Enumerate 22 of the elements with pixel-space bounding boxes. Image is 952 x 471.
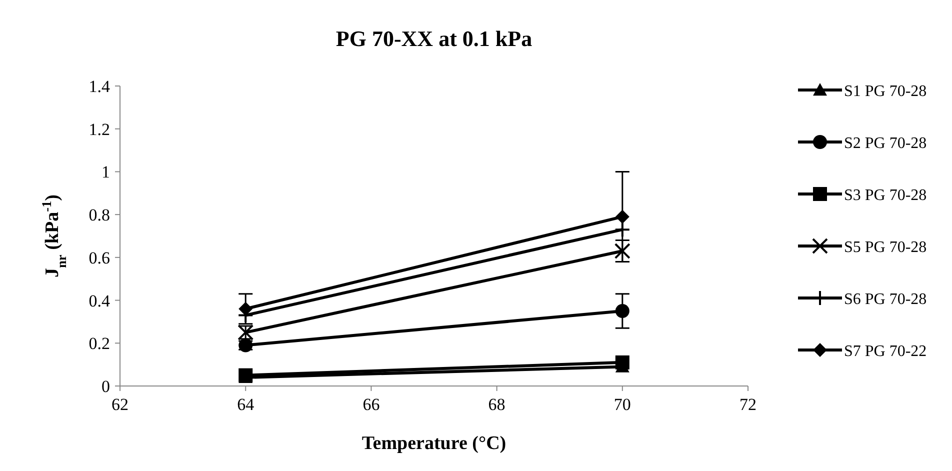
y-tick-label: 0.2	[88, 334, 110, 354]
y-tick-label: 0.4	[88, 291, 110, 310]
x-tick-label: 72	[740, 395, 756, 414]
x-tick-label: 64	[237, 395, 255, 414]
y-tick-label: 0.8	[88, 206, 110, 225]
legend-label: S1 PG 70-28	[844, 83, 927, 100]
chart-title: PG 70-XX at 0.1 kPa	[336, 26, 532, 51]
x-tick-label: 66	[362, 395, 380, 414]
x-tick-label: 62	[112, 395, 128, 414]
legend-label: S6 PG 70-28	[844, 291, 927, 308]
x-tick-label: 68	[488, 395, 506, 414]
legend-label: S7 PG 70-22	[844, 343, 927, 360]
y-tick-label: 0.6	[88, 248, 110, 268]
y-tick-label: 1.2	[88, 120, 110, 139]
y-tick-label: 0	[102, 377, 110, 396]
x-axis-title: Temperature (°C)	[362, 433, 506, 454]
legend-label: S5 PG 70-28	[844, 239, 927, 256]
y-tick-label: 1.4	[88, 77, 110, 96]
x-tick-label: 70	[614, 395, 631, 414]
legend-label: S2 PG 70-28	[844, 135, 927, 152]
y-tick-label: 1	[102, 162, 110, 182]
legend-label: S3 PG 70-28	[844, 187, 927, 204]
